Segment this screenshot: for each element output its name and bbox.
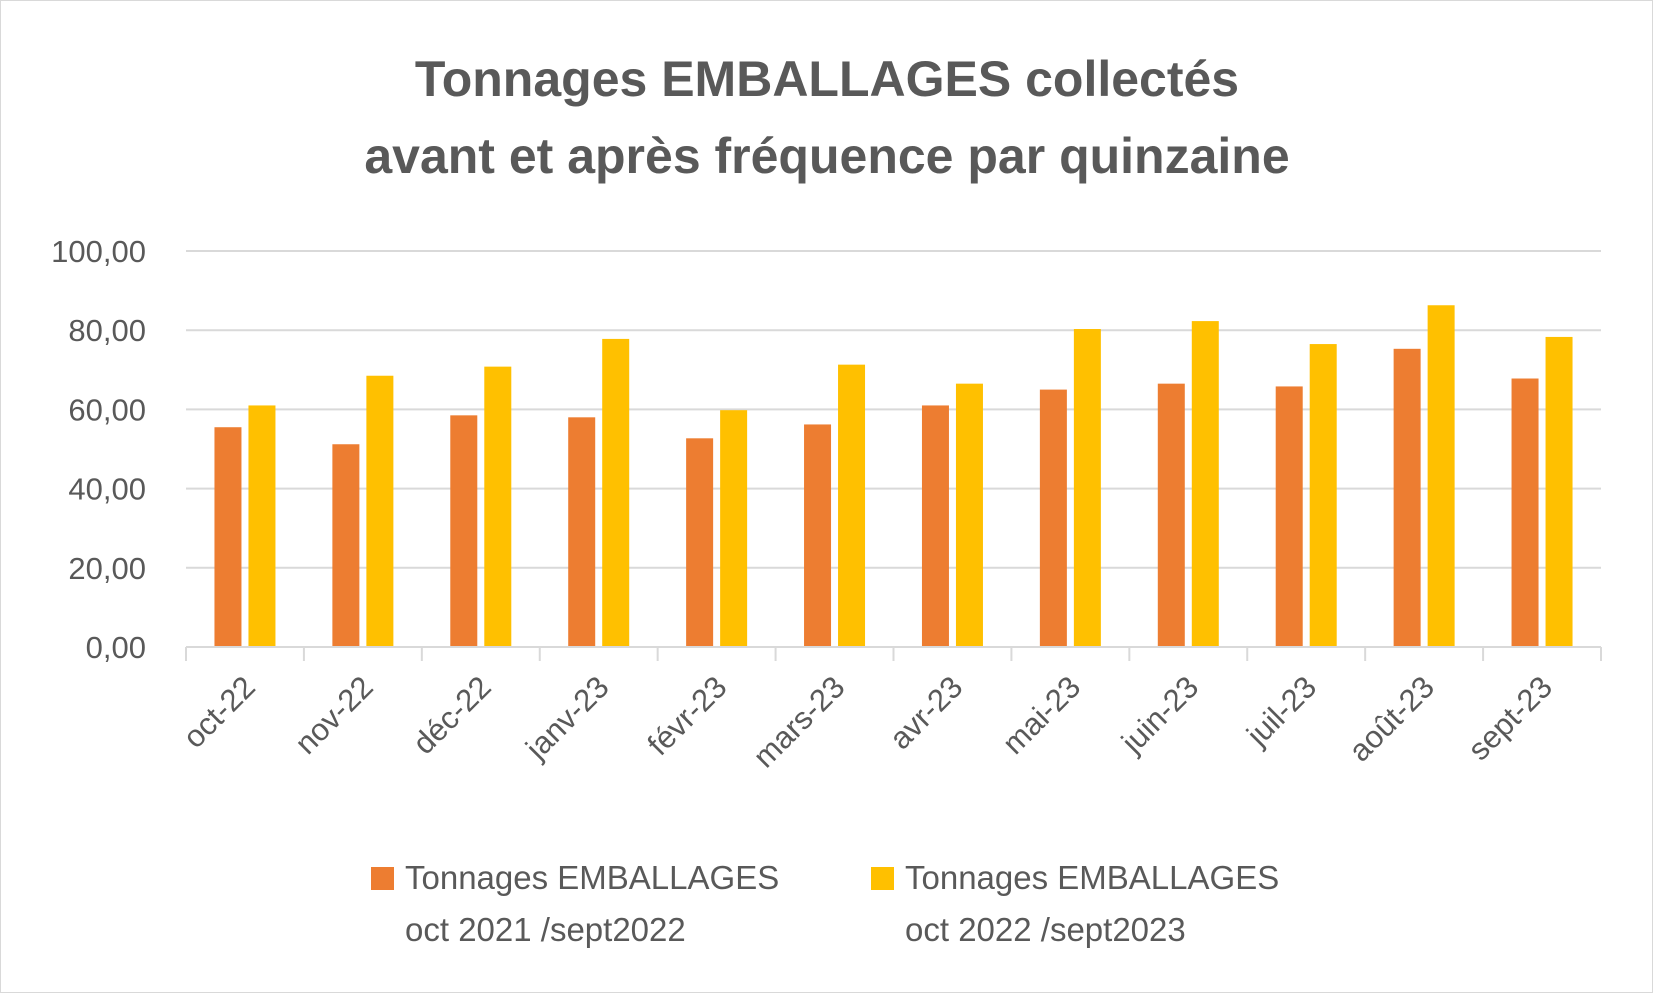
legend-label-line: Tonnages EMBALLAGES <box>905 859 1279 896</box>
bar-series-2022-2023-janv-23 <box>602 338 630 647</box>
y-tick-label: 60,00 <box>68 392 146 427</box>
chart-title: Tonnages EMBALLAGES collectés avant et a… <box>364 51 1289 184</box>
bar-series-2021-2022-juil-23 <box>1275 386 1303 647</box>
x-tick-label: févr-23 <box>641 669 734 762</box>
bar-series-2022-2023-mai-23 <box>1073 329 1101 647</box>
bars <box>214 305 1573 647</box>
bar-series-2022-2023-nov-22 <box>366 375 394 647</box>
bar-series-2021-2022-oct-22 <box>214 427 242 647</box>
x-tick-label: avr-23 <box>883 669 970 756</box>
legend-label-line: oct 2021 /sept2022 <box>405 911 686 948</box>
bar-series-2022-2023-sept-23 <box>1545 336 1573 647</box>
bar-series-2021-2022-nov-22 <box>332 444 360 647</box>
bar-series-2022-2023-avr-23 <box>955 383 983 647</box>
x-tick-label: nov-22 <box>288 669 380 761</box>
bar-series-2021-2022-août-23 <box>1393 348 1421 647</box>
bar-series-2021-2022-mai-23 <box>1039 389 1067 647</box>
y-tick-label: 40,00 <box>68 472 146 507</box>
y-tick-label: 0,00 <box>86 630 146 665</box>
bar-series-2021-2022-déc-22 <box>450 415 478 647</box>
x-tick-label: janv-23 <box>518 669 615 766</box>
x-tick-label: mai-23 <box>996 669 1088 761</box>
legend-label-line: Tonnages EMBALLAGES <box>405 859 779 896</box>
legend-entry-1: Tonnages EMBALLAGES oct 2021 /sept2022 <box>371 859 779 948</box>
bar-series-2022-2023-oct-22 <box>248 405 276 647</box>
bar-series-2021-2022-févr-23 <box>686 438 714 647</box>
bar-series-2022-2023-août-23 <box>1427 305 1455 647</box>
legend-entry-2: Tonnages EMBALLAGES oct 2022 /sept2023 <box>871 859 1279 948</box>
bar-series-2021-2022-avr-23 <box>921 405 949 647</box>
bar-series-2022-2023-mars-23 <box>838 364 866 647</box>
y-tick-label: 100,00 <box>51 234 146 269</box>
x-tick-label: août-23 <box>1342 669 1441 768</box>
x-tick-label: juin-23 <box>1114 669 1205 760</box>
chart-title-line-1: Tonnages EMBALLAGES collectés <box>415 51 1239 107</box>
bar-series-2022-2023-déc-22 <box>484 366 512 647</box>
bar-series-2022-2023-juil-23 <box>1309 344 1337 647</box>
y-tick-label: 20,00 <box>68 551 146 586</box>
x-axis-tick-labels: oct-22 nov-22 déc-22 janv-23 févr-23 mars-23 a… <box>176 669 1559 774</box>
legend-label-line: oct 2022 /sept2023 <box>905 911 1186 948</box>
x-tick-label: juil-23 <box>1239 669 1323 753</box>
y-axis-tick-labels: 0,00 20,00 40,00 60,00 80,00 100,00 <box>51 234 146 665</box>
chart-title-line-2: avant et après fréquence par quinzaine <box>364 128 1289 184</box>
bar-series-2021-2022-juin-23 <box>1157 383 1185 647</box>
bar-series-2021-2022-janv-23 <box>568 417 596 647</box>
x-tick-label: oct-22 <box>176 669 262 755</box>
x-tick-label: mars-23 <box>746 669 851 774</box>
bar-series-2022-2023-juin-23 <box>1191 321 1219 647</box>
legend-swatch <box>871 867 894 890</box>
bar-series-2022-2023-févr-23 <box>720 410 748 647</box>
x-axis <box>185 646 1602 661</box>
bar-series-2021-2022-mars-23 <box>804 424 832 647</box>
x-tick-label: déc-22 <box>406 669 498 761</box>
gridlines <box>186 250 1601 569</box>
y-tick-label: 80,00 <box>68 313 146 348</box>
legend-swatch <box>371 867 394 890</box>
bar-series-2021-2022-sept-23 <box>1511 378 1539 647</box>
x-tick-label: sept-23 <box>1461 669 1559 767</box>
